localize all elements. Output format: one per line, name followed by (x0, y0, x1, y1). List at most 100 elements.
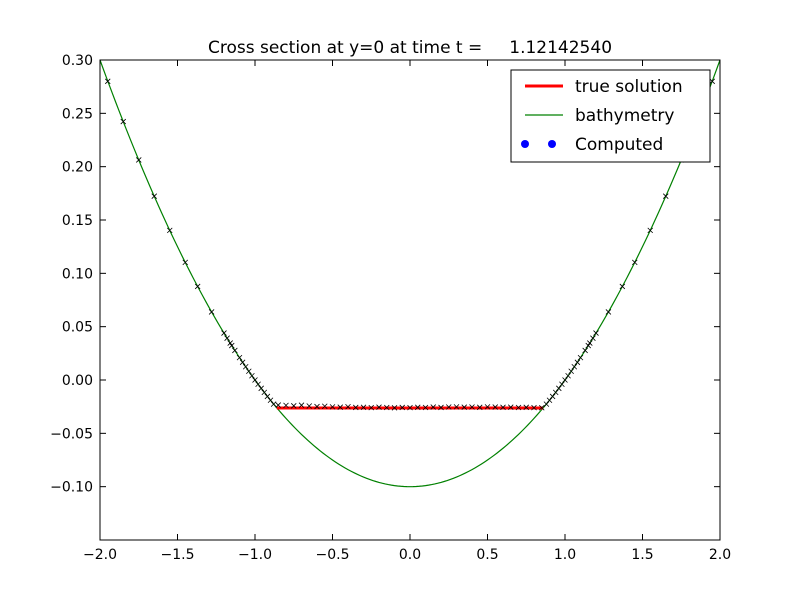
computed-point (337, 404, 344, 410)
x-tick-label: −1.0 (238, 547, 272, 563)
computed-point (228, 342, 235, 349)
computed-point (151, 193, 158, 199)
legend-label: bathymetry (575, 106, 674, 126)
computed-point (261, 389, 268, 396)
computed-point (515, 404, 522, 411)
computed-point (590, 335, 596, 341)
computed-point (549, 393, 556, 400)
computed-point (430, 404, 437, 410)
series-line-bathymetry (100, 60, 720, 488)
legend-box (510, 69, 711, 163)
computed-point (647, 227, 654, 234)
x-tick-label: 0.5 (476, 547, 498, 563)
computed-point (574, 359, 581, 366)
computed-point (221, 330, 227, 336)
legend-label: Computed (575, 135, 663, 155)
computed-point (546, 397, 553, 404)
computed-point (565, 372, 571, 379)
computed-point (582, 347, 588, 354)
computed-point (552, 389, 559, 396)
computed-point (484, 404, 491, 410)
computed-point (391, 405, 398, 411)
computed-point (399, 404, 406, 411)
computed-point (507, 404, 514, 410)
x-tick-label: 1.5 (631, 547, 653, 563)
computed-point (461, 404, 468, 410)
computed-point (585, 342, 592, 349)
computed-point (345, 403, 351, 410)
computed-point (352, 404, 359, 411)
computed-point (242, 363, 249, 370)
computed-point (383, 404, 390, 411)
computed-point (407, 404, 413, 411)
computed-point (227, 340, 233, 346)
y-tick-label: 0.25 (62, 106, 93, 122)
computed-point (321, 403, 328, 410)
computed-point (414, 404, 421, 411)
computed-point (249, 372, 255, 379)
computed-point (709, 78, 716, 85)
computed-point (445, 404, 452, 410)
plot-frame (99, 59, 721, 541)
computed-point (267, 397, 274, 404)
computed-point (469, 404, 475, 410)
computed-point (194, 283, 201, 290)
computed-point (290, 403, 297, 409)
computed-point (252, 377, 258, 383)
computed-point (577, 354, 584, 361)
computed-point (224, 335, 230, 341)
computed-point (314, 403, 320, 410)
y-tick-label: −0.10 (50, 480, 93, 496)
x-tick-label: 2.0 (709, 547, 731, 563)
computed-point (523, 404, 530, 411)
y-tick-label: 0.05 (62, 320, 93, 336)
computed-point (255, 381, 261, 388)
computed-point (208, 309, 215, 315)
computed-point (306, 403, 313, 409)
computed-point (568, 368, 574, 375)
computed-point (275, 402, 282, 408)
legend-label: true solution (575, 77, 683, 97)
computed-point (587, 340, 593, 346)
computed-point (500, 404, 506, 411)
legend-marker-computed (548, 140, 556, 148)
computed-point (329, 404, 336, 410)
x-tick-label: −0.5 (316, 547, 350, 563)
computed-point (283, 402, 289, 409)
x-tick-label: −2.0 (83, 547, 117, 563)
computed-point (135, 157, 142, 163)
computed-point (543, 401, 550, 407)
computed-point (104, 78, 111, 85)
y-tick-label: 0.10 (62, 266, 93, 282)
computed-point (239, 359, 246, 366)
computed-point (298, 402, 305, 408)
computed-point (562, 377, 568, 383)
computed-point (476, 404, 483, 411)
y-tick-label: 0.00 (62, 373, 93, 389)
computed-point (232, 347, 238, 354)
x-tick-label: 0.0 (399, 547, 421, 563)
computed-point (619, 283, 626, 290)
computed-point (120, 118, 127, 125)
computed-point (258, 385, 264, 392)
computed-point (571, 363, 578, 370)
computed-point (438, 404, 444, 411)
computed-point (492, 404, 499, 410)
plot-series (100, 60, 720, 488)
y-tick-label: 0.15 (62, 213, 93, 229)
computed-point (538, 404, 545, 411)
computed-point (422, 404, 429, 411)
legend-marker-computed (521, 140, 529, 148)
computed-point (236, 354, 243, 361)
computed-point (662, 193, 669, 199)
y-tick-label: −0.05 (50, 426, 93, 442)
computed-point (605, 309, 612, 315)
computed-point (270, 401, 277, 407)
y-tick-label: 0.20 (62, 160, 93, 176)
x-tick-label: −1.5 (161, 547, 195, 563)
computed-point (166, 227, 173, 234)
y-tick-label: 0.30 (62, 53, 93, 69)
computed-point (531, 404, 537, 411)
computed-point (182, 259, 189, 266)
computed-point (368, 404, 375, 411)
